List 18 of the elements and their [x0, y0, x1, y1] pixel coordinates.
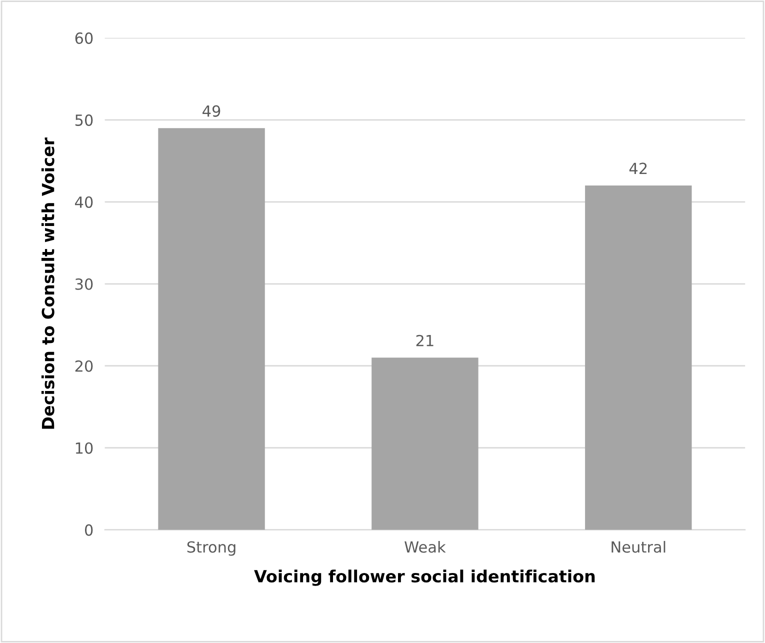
- data-label: 42: [629, 162, 647, 174]
- y-tick-label: 40: [75, 196, 93, 208]
- bar: [372, 358, 478, 530]
- bar: [158, 128, 265, 530]
- data-label: 21: [416, 334, 434, 346]
- y-tick-label: 60: [75, 32, 93, 44]
- x-axis-title: Voicing follower social identification: [254, 570, 595, 586]
- y-tick-label: 20: [75, 360, 93, 372]
- x-tick-label: Weak: [404, 540, 446, 553]
- y-tick-label: 10: [76, 442, 93, 454]
- y-tick-label: 50: [75, 114, 93, 126]
- data-label: 49: [202, 105, 220, 117]
- y-tick-label: 30: [75, 278, 93, 290]
- y-axis-title: Decision to Consult with Voicer: [41, 138, 54, 429]
- x-tick-label: Strong: [187, 541, 236, 556]
- bar: [585, 186, 692, 530]
- x-tick-label: Neutral: [612, 540, 666, 553]
- y-tick-label: 0: [84, 524, 93, 536]
